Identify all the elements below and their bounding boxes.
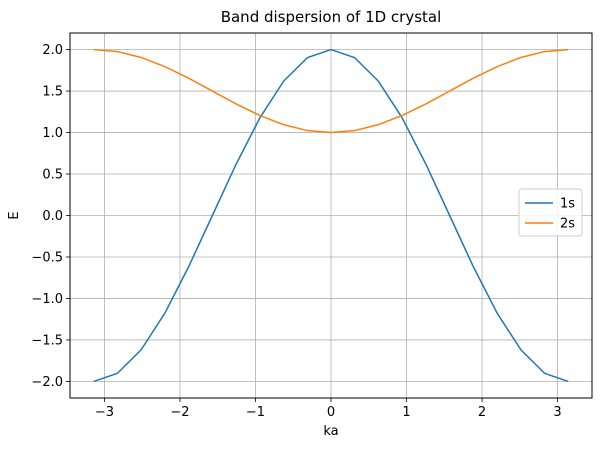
y-tick-label: −1.0 bbox=[31, 292, 63, 307]
x-tick-label: 2 bbox=[478, 405, 486, 420]
x-tick-label: −1 bbox=[246, 405, 265, 420]
y-tick-label: −2.0 bbox=[31, 375, 63, 390]
axis-ticks: −3 −2 −1 0 1 2 3 −2.0 −1.5 −1.0 −0.5 0.0 0.5 1.0 1.5 2.… bbox=[31, 43, 561, 420]
x-axis-label: ka bbox=[323, 424, 338, 439]
y-tick-label: 0.0 bbox=[42, 209, 63, 224]
series-line-1s bbox=[93, 48, 569, 383]
y-tick-label: 1.0 bbox=[42, 126, 63, 141]
y-tick-label: 2.0 bbox=[42, 43, 63, 58]
y-tick-label: −0.5 bbox=[31, 250, 63, 265]
legend-label-1s: 1s bbox=[560, 197, 575, 212]
x-tick-label: 0 bbox=[327, 405, 335, 420]
y-tick-label: 1.5 bbox=[42, 85, 63, 100]
y-tick-label: −1.5 bbox=[31, 333, 63, 348]
plot-lines bbox=[93, 48, 569, 383]
x-tick-label: 3 bbox=[553, 405, 561, 420]
x-tick-label: 1 bbox=[402, 405, 410, 420]
y-axis-label: E bbox=[7, 211, 22, 219]
y-tick-label: 0.5 bbox=[42, 168, 63, 183]
legend-label-2s: 2s bbox=[560, 217, 575, 232]
x-tick-label: −2 bbox=[170, 405, 189, 420]
x-tick-label: −3 bbox=[95, 405, 114, 420]
legend-frame bbox=[518, 188, 583, 237]
series-line-2s bbox=[93, 48, 569, 134]
chart-title: Band dispersion of 1D crystal bbox=[221, 8, 442, 26]
